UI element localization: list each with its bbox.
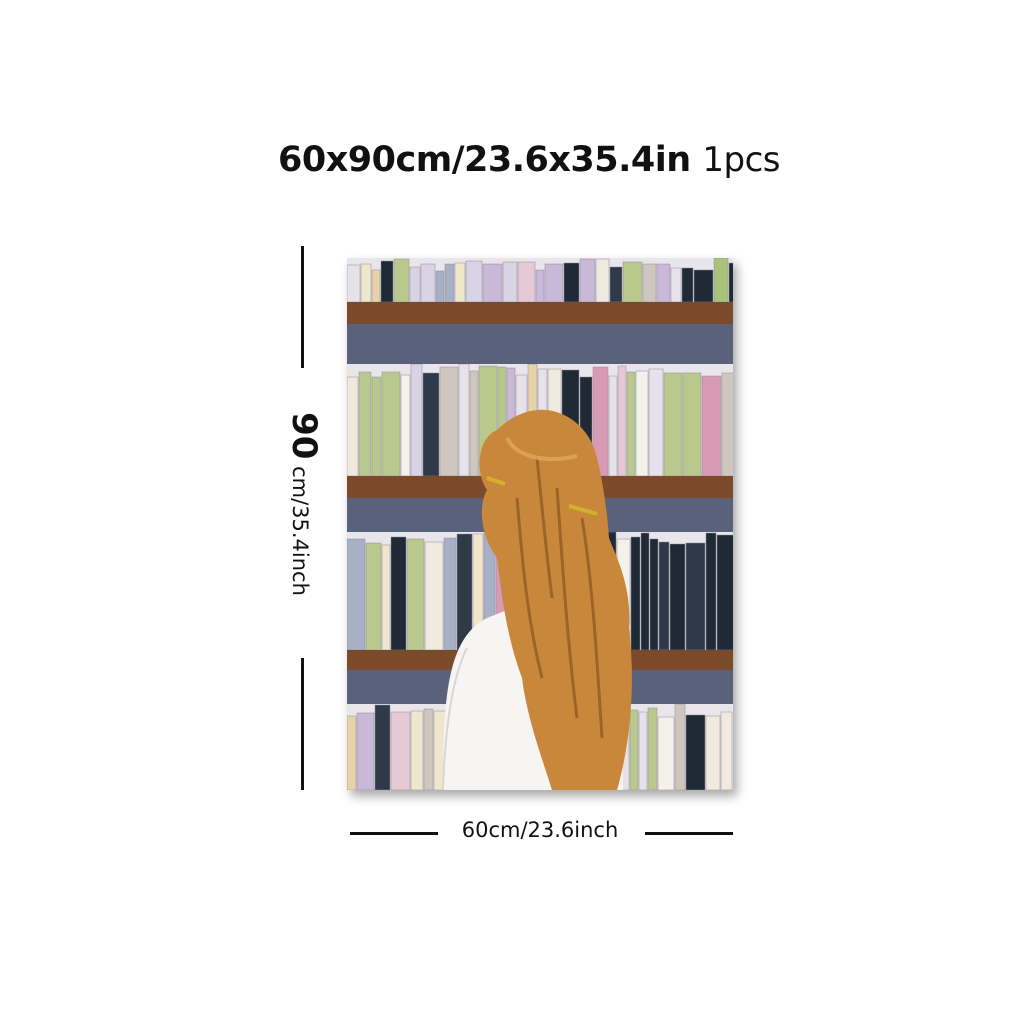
book-spine [502,261,518,303]
shelf-shadow-1 [347,324,733,364]
book-spine [420,263,436,303]
book-spine [374,704,391,790]
book-spine [439,366,459,477]
book-spine [670,267,682,303]
height-number: 90 [284,412,324,460]
product-size-title: 60x90cm/23.6x35.4in 1pcs [0,140,1024,180]
book-spine [713,258,729,303]
book-spine [685,714,706,790]
quantity-text: 1pcs [702,140,780,180]
book-spine [701,375,722,477]
book-spine [358,371,372,477]
book-spine [381,544,391,651]
book-spine [609,266,623,303]
bookshelf-painting [347,258,733,790]
book-spine [674,703,686,790]
book-spine [444,263,455,303]
book-spine [424,541,444,651]
book-spine [579,258,596,303]
book-spine [409,266,421,303]
book-spine [458,363,470,477]
book-spine [716,534,733,651]
book-spine [705,715,721,790]
book-spine [347,376,359,477]
book-spine [422,372,440,477]
shelf-1 [347,302,733,324]
book-spine [669,543,686,651]
book-spine [410,363,423,477]
book-spine [647,707,658,790]
book-spine [400,374,411,477]
book-spine [435,270,445,303]
book-spine [642,263,657,303]
book-spine [371,269,381,303]
book-spine [454,262,466,303]
book-spine [390,536,407,651]
book-spine [563,262,580,303]
width-dimension-line-right [645,832,733,835]
book-spine [705,532,717,651]
book-spine [371,376,382,477]
book-spine [617,365,627,477]
book-spine [535,269,545,303]
book-spine [648,368,664,477]
book-spine [544,263,564,303]
book-spine [410,710,424,790]
book-spine [635,370,649,477]
book-spine [682,372,702,477]
book-spine [360,263,372,303]
book-spine [640,532,650,651]
book-spine [365,542,382,651]
book-spine [681,267,694,303]
book-spine [381,371,401,477]
girl-figure [442,409,632,790]
book-spine [663,372,683,477]
book-spine [649,538,659,651]
book-spine [629,709,639,790]
height-dimension-line-bottom [301,658,304,790]
width-dimension-line-left [350,832,438,835]
book-spine [393,258,410,303]
book-spine [728,262,733,303]
book-spine [443,537,457,651]
book-spine [423,708,434,790]
book-spine [517,261,536,303]
book-spine [347,264,361,303]
book-spine [469,370,479,477]
book-spine [693,269,714,303]
book-spine [720,711,733,790]
width-dimension-label: 60cm/23.6inch [461,818,619,842]
pencil-icon [486,476,506,486]
book-spine [390,711,411,790]
book-spine [685,542,706,651]
book-spine [638,711,648,790]
book-spine [608,375,618,477]
book-spine [626,371,636,477]
book-spine [656,263,671,303]
book-spine [380,260,394,303]
book-spine [347,715,357,790]
book-spine [630,536,641,651]
book-spine [356,712,375,790]
book-spine [657,716,675,790]
size-title-text: 60x90cm/23.6x35.4in [278,140,691,180]
height-unit-text: cm/35.4inch [288,459,312,596]
height-dimension-line-top [301,246,304,368]
canvas-artwork [347,258,733,790]
book-spine [406,538,425,651]
book-spine [622,261,643,303]
book-spine [658,541,670,651]
book-spine [482,263,503,303]
book-spine [465,260,483,303]
book-spine [595,258,610,303]
book-spine [347,538,366,651]
book-spine [721,372,733,477]
height-dimension-label: 90 cm/35.4inch [284,412,324,596]
